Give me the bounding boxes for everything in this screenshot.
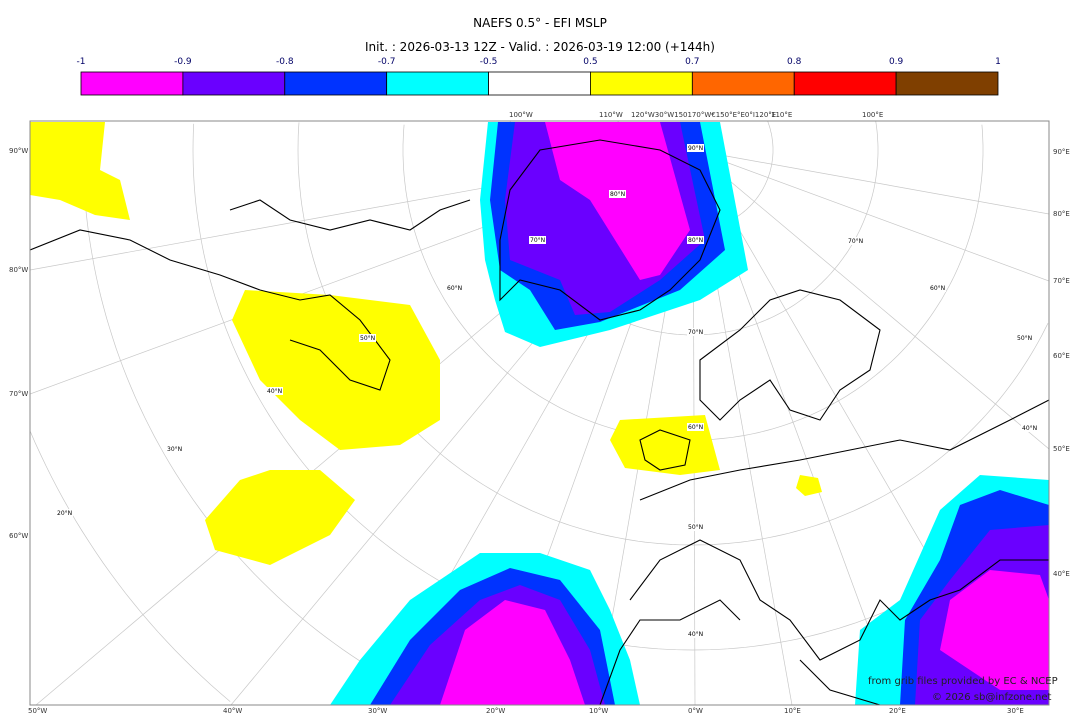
efi-area-negative [940, 570, 1049, 690]
latitude-circle [767, 121, 774, 150]
latitude-label: 60°N [447, 285, 462, 292]
latitude-label: 50°N [1017, 335, 1032, 342]
axis-label: 50°W [28, 707, 48, 715]
map-title: NAEFS 0.5° - EFI MSLP [473, 16, 607, 30]
credit-copyright: © 2026 sb@infzone.net [932, 692, 1052, 703]
label-background [687, 630, 704, 638]
axis-label: 60°W [9, 532, 29, 540]
colorbar-tick-label: -0.8 [275, 57, 294, 67]
efi-area-positive [796, 475, 822, 496]
axis-label: 10°E [784, 707, 801, 715]
axis-label: 80°E [1053, 210, 1070, 218]
latitude-label: 30°N [167, 446, 182, 453]
latitude-label: 80°N [610, 191, 625, 198]
latitude-label: 20°N [57, 510, 72, 517]
label-background [56, 509, 73, 517]
axis-label: 50°E [1053, 445, 1070, 453]
colorbar-segment [488, 71, 591, 96]
efi-area-positive [30, 122, 130, 220]
colorbar-tick-label: 0.8 [787, 57, 802, 67]
latitude-labels: 90°N 80°N 70°N 80°N 70°N 60°N 50°N 40°N 30°N 20°N… [56, 144, 1038, 638]
efi-area-positive [232, 290, 440, 450]
latitude-label: 50°N [360, 335, 375, 342]
label-background [687, 236, 704, 244]
colorbar-segment [895, 71, 999, 96]
label-background [529, 236, 546, 244]
colorbar-tick-label: 1 [995, 57, 1001, 67]
latitude-label: 70°N [848, 238, 863, 245]
label-background [687, 328, 704, 336]
colorbar [80, 71, 999, 96]
axis-label: 40°W [223, 707, 243, 715]
axis-label: 70°W [9, 390, 29, 398]
axis-label: 70°E [1053, 277, 1070, 285]
label-background [1021, 424, 1038, 432]
latitude-label: 90°N [688, 145, 703, 152]
latitude-circle [82, 128, 436, 704]
credit-source: from grib files provided by EC & NCEP [868, 676, 1058, 687]
colorbar-tick-label: -0.7 [377, 57, 396, 67]
axis-label: 100°E [862, 111, 884, 119]
latitude-label: 40°N [688, 631, 703, 638]
axis-label: 40°E [1053, 570, 1070, 578]
label-background [687, 144, 704, 152]
colorbar-segment [793, 71, 897, 96]
colorbar-segment [691, 71, 795, 96]
latitude-label: 40°N [1022, 425, 1037, 432]
label-background [847, 237, 864, 245]
axis-label: 110°E [771, 111, 793, 119]
latitude-label: 80°N [688, 237, 703, 244]
axis-label: 0°W [688, 707, 703, 715]
label-background [609, 190, 626, 198]
label-background [1016, 334, 1033, 342]
axis-label: 120°W30°W150170°W€150°E°E0°I120°E [631, 111, 777, 119]
axis-label: 20°W [486, 707, 506, 715]
colorbar-segment [182, 71, 286, 96]
axis-label: 30°W [368, 707, 388, 715]
colorbar-segment [80, 71, 184, 96]
latitude-circle [981, 124, 984, 150]
label-background [929, 284, 946, 292]
axis-label: 90°E [1053, 148, 1070, 156]
latitude-label: 50°N [688, 524, 703, 531]
axis-label: 20°E [889, 707, 906, 715]
latitude-circle [875, 121, 879, 150]
latitude-circle [30, 431, 231, 702]
latitude-label: 60°N [930, 285, 945, 292]
map-subtitle: Init. : 2026-03-13 12Z - Valid. : 2026-0… [365, 40, 715, 54]
map-area: 90°N 80°N 70°N 80°N 70°N 60°N 50°N 40°N 30°N 20°N… [30, 121, 1049, 705]
latitude-label: 40°N [267, 388, 282, 395]
colorbar-tick-label: -0.9 [174, 57, 192, 67]
axis-label: 10°W [589, 707, 609, 715]
label-background [687, 523, 704, 531]
label-background [687, 423, 704, 431]
colorbar-tick-label: 0.7 [685, 57, 700, 67]
label-background [359, 334, 376, 342]
latitude-label: 70°N [530, 237, 545, 244]
axis-label: 90°W [9, 147, 29, 155]
axis-label: 80°W [9, 266, 29, 274]
coastlines [30, 139, 1049, 705]
axis-label: 110°W [599, 111, 623, 119]
efi-area-positive [205, 470, 355, 565]
label-background [266, 387, 283, 395]
label-background [166, 445, 183, 453]
latitude-label: 70°N [688, 329, 703, 336]
axis-label: 60°E [1053, 352, 1070, 360]
colorbar-tick-label: -1 [76, 57, 86, 67]
axis-label: 100°W [509, 111, 533, 119]
colorbar-segment [386, 71, 489, 96]
label-background [446, 284, 463, 292]
colorbar-segment [284, 71, 388, 96]
map-frame [29, 120, 1050, 706]
colorbar-segment [590, 71, 693, 96]
efi-area-negative [545, 122, 690, 280]
latitude-label: 60°N [688, 424, 703, 431]
axis-label: 30°E [1007, 707, 1024, 715]
efi-area-negative [440, 600, 585, 705]
colorbar-tick-label: 0.9 [888, 57, 904, 67]
colorbar-tick-label: -0.5 [479, 57, 498, 67]
colorbar-tick-label: 0.5 [583, 57, 598, 67]
